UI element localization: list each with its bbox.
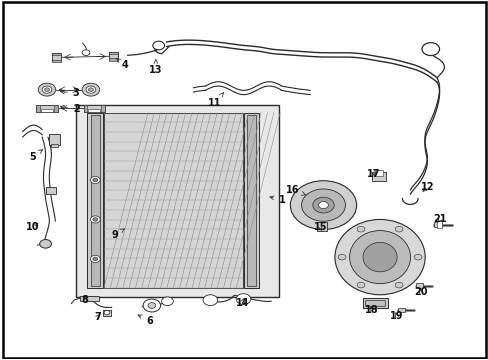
Bar <box>54 105 58 112</box>
Circle shape <box>90 255 100 262</box>
Text: 8: 8 <box>81 295 88 305</box>
Bar <box>243 113 259 288</box>
Bar <box>49 134 60 145</box>
Text: 20: 20 <box>413 287 427 297</box>
Ellipse shape <box>349 230 410 284</box>
Bar <box>36 105 58 112</box>
Circle shape <box>312 197 333 213</box>
Bar <box>83 105 105 112</box>
Circle shape <box>82 50 90 55</box>
Circle shape <box>356 282 364 288</box>
Circle shape <box>394 226 402 232</box>
Circle shape <box>104 311 110 315</box>
Bar <box>101 105 105 112</box>
Bar <box>316 222 327 231</box>
Circle shape <box>203 295 217 306</box>
Circle shape <box>153 41 164 50</box>
Text: 7: 7 <box>94 312 101 322</box>
Bar <box>51 144 58 147</box>
Text: 19: 19 <box>389 311 403 320</box>
Bar <box>246 115 255 286</box>
Text: 17: 17 <box>366 168 380 179</box>
Bar <box>52 53 61 61</box>
Text: 12: 12 <box>420 182 434 192</box>
Text: 11: 11 <box>207 93 223 108</box>
Circle shape <box>93 257 98 261</box>
Bar <box>109 52 118 60</box>
Circle shape <box>93 218 98 221</box>
Circle shape <box>93 178 98 182</box>
Bar <box>415 283 423 288</box>
Bar <box>52 53 61 55</box>
Circle shape <box>88 88 93 91</box>
Text: 5: 5 <box>29 150 42 162</box>
Bar <box>109 52 118 54</box>
Text: 18: 18 <box>365 305 378 315</box>
Bar <box>41 109 53 112</box>
Circle shape <box>290 181 356 229</box>
Circle shape <box>90 176 100 184</box>
Text: 14: 14 <box>235 298 249 308</box>
Circle shape <box>318 202 328 209</box>
Circle shape <box>394 282 402 288</box>
Bar <box>373 170 382 176</box>
Circle shape <box>337 254 345 260</box>
Text: 6: 6 <box>138 315 152 325</box>
Bar <box>104 113 242 288</box>
Bar <box>362 298 387 309</box>
Bar <box>76 105 278 297</box>
Bar <box>36 105 40 112</box>
Text: 21: 21 <box>433 214 447 224</box>
Text: 10: 10 <box>26 222 40 232</box>
Circle shape <box>301 189 345 221</box>
Text: 2: 2 <box>60 104 80 114</box>
Ellipse shape <box>362 242 396 272</box>
Bar <box>80 296 99 301</box>
Text: 15: 15 <box>313 222 326 232</box>
Bar <box>436 221 441 228</box>
Bar <box>433 222 442 226</box>
Bar <box>87 113 103 288</box>
Circle shape <box>356 226 364 232</box>
Bar <box>91 115 100 286</box>
Circle shape <box>148 303 156 309</box>
Bar <box>397 308 405 312</box>
Bar <box>103 310 111 316</box>
Bar <box>52 59 61 62</box>
Bar <box>83 105 87 112</box>
Bar <box>46 187 56 194</box>
Circle shape <box>82 83 100 96</box>
Circle shape <box>90 216 100 223</box>
Circle shape <box>236 294 250 305</box>
Circle shape <box>42 86 52 93</box>
Bar <box>365 300 384 306</box>
Text: 13: 13 <box>149 59 163 75</box>
Circle shape <box>44 88 49 91</box>
Text: 16: 16 <box>285 185 305 195</box>
Circle shape <box>38 83 56 96</box>
Circle shape <box>421 42 439 55</box>
Circle shape <box>86 86 96 93</box>
Text: 9: 9 <box>112 229 124 239</box>
Circle shape <box>143 299 160 312</box>
Circle shape <box>161 297 173 306</box>
Text: 1: 1 <box>269 195 285 205</box>
Bar <box>109 58 118 60</box>
Text: 3: 3 <box>60 88 80 98</box>
Text: 4: 4 <box>116 58 128 70</box>
Circle shape <box>413 254 421 260</box>
Bar <box>371 172 385 181</box>
Ellipse shape <box>334 220 424 295</box>
Circle shape <box>40 239 51 248</box>
Bar <box>88 109 100 112</box>
